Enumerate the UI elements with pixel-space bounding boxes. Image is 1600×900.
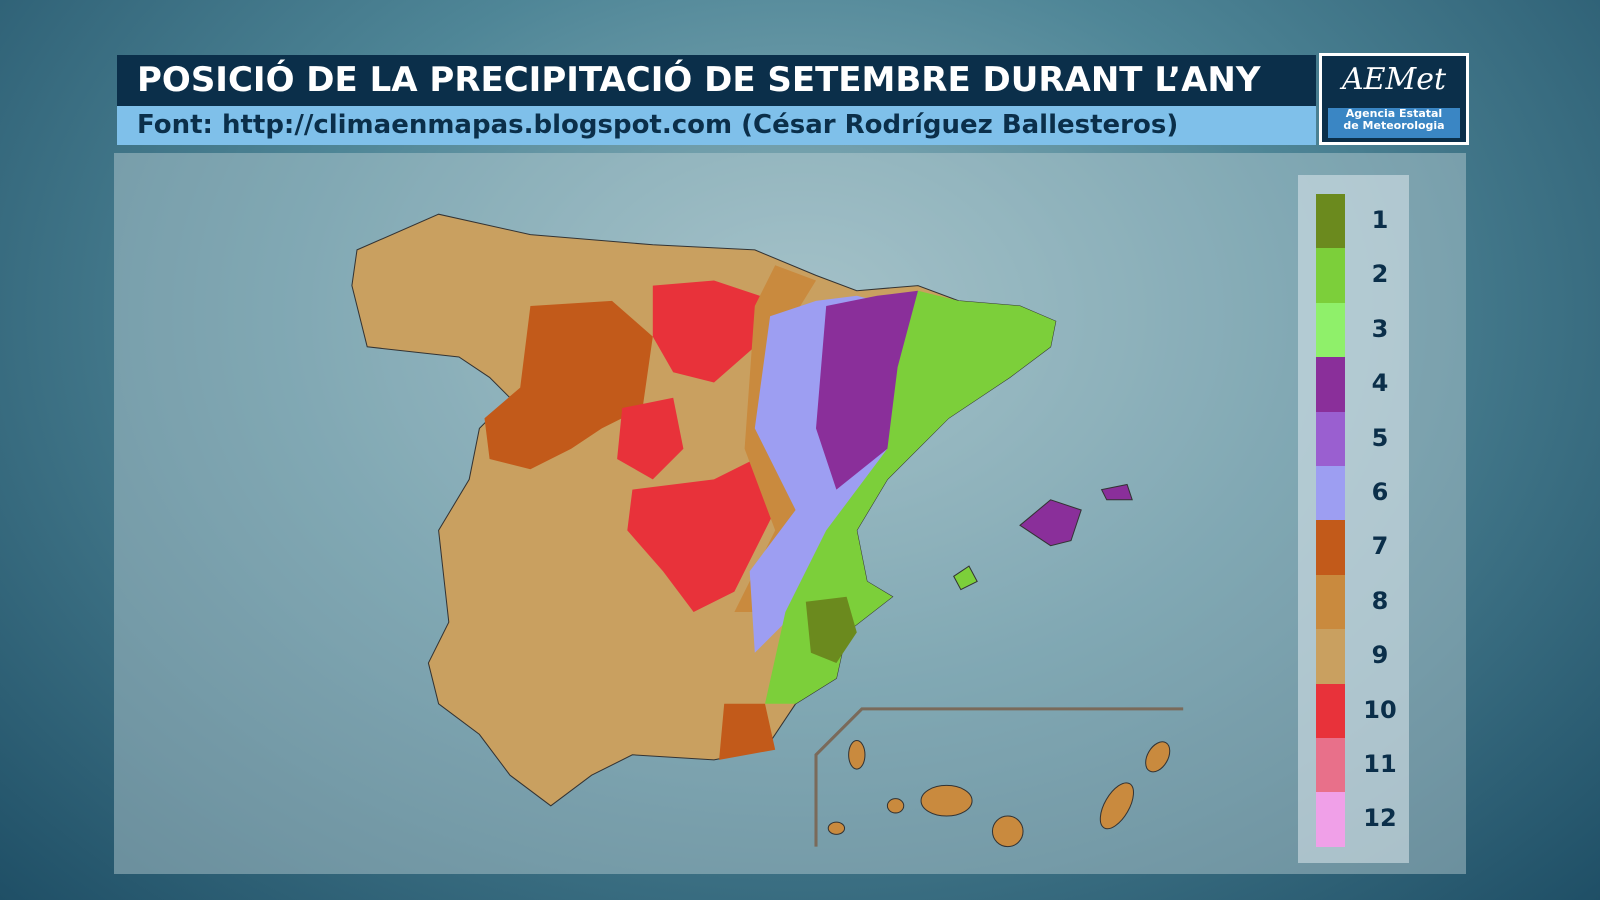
region-10 [652,280,776,383]
canary-frame [814,707,1184,847]
logo-line: de Meteorologia [1343,119,1445,132]
legend-label: 7 [1371,532,1389,561]
legend-swatch [1316,574,1345,630]
legend-swatch [1316,683,1345,738]
legend-swatch [1316,629,1345,684]
island [991,815,1024,848]
island [848,740,866,770]
legend-label: 3 [1371,314,1389,343]
legend-label: 9 [1371,641,1389,670]
island [827,821,846,835]
legend-swatch [1316,466,1345,521]
region-10 [617,397,684,480]
legend-label: 6 [1371,478,1389,506]
legend-swatch [1316,738,1345,793]
legend-swatch [1316,248,1345,303]
region-1 [805,596,857,663]
region-10 [627,459,781,612]
legend-swatch [1316,194,1345,249]
island [920,784,973,817]
menorca [1100,483,1133,501]
legend-label: 2 [1371,260,1389,289]
title: POSICIÓ DE LA PRECIPITACIÓ DE SETEMBRE D… [117,55,1316,106]
legend-label: 8 [1371,586,1389,615]
legend: 1 2 3 4 5 6 7 8 9 10 11 12 [1298,175,1409,863]
legend-label: 1 [1371,206,1389,234]
logo-name: AEMet [1341,62,1447,97]
legend-swatch [1316,792,1345,847]
legend-label: 5 [1371,423,1389,452]
legend-swatch [1316,302,1345,358]
logo-band: Agencia Estatal de Meteorologia [1328,108,1460,138]
region-7 [484,300,653,470]
legend-swatch [1316,411,1345,466]
region-8 [734,265,816,612]
legend-label: 4 [1371,369,1389,398]
ibiza [953,565,978,591]
mallorca [1019,499,1082,547]
legend-swatch [1316,520,1345,575]
legend-label: 11 [1363,750,1397,778]
legend-label: 10 [1363,695,1397,724]
legend-label: 12 [1363,804,1397,833]
island [1145,741,1171,773]
island [886,798,905,814]
island [1099,782,1134,830]
region-4 [816,290,918,490]
region-7 [719,703,776,760]
logo: AEMet Agencia Estatal de Meteorologia [1319,53,1469,145]
source: Font: http://climaenmapas.blogspot.com (… [117,106,1316,145]
legend-swatch [1316,357,1345,412]
logo-line: Agencia Estatal [1345,107,1443,120]
